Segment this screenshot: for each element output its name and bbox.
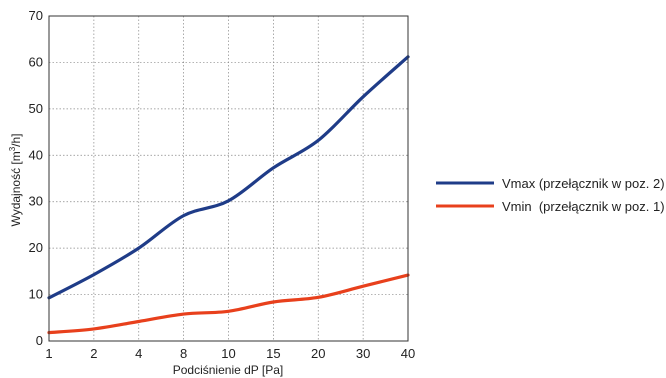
series-line-vmin: [47, 273, 410, 335]
x-tick-label: 8: [180, 346, 187, 361]
legend: Vmax (przełącznik w poz. 2) Vmin (przełą…: [436, 176, 665, 214]
legend-label-vmin: Vmin (przełącznik w poz. 1): [502, 199, 665, 214]
series-layer: [47, 55, 410, 335]
y-axis-title-main: Wydajność [m: [9, 151, 23, 226]
x-tick-label: 30: [356, 346, 370, 361]
y-tick-label: 40: [29, 147, 43, 162]
y-tick-label: 30: [29, 194, 43, 209]
x-tick-label: 2: [90, 346, 97, 361]
y-tick-label: 10: [29, 287, 43, 302]
plot-frame: [48, 15, 409, 342]
y-tick-label: 60: [29, 54, 43, 69]
y-tick-label: 20: [29, 240, 43, 255]
y-axis-title-superscript: 3: [8, 146, 17, 151]
x-tick-label: 20: [311, 346, 325, 361]
y-tick-label: 50: [29, 101, 43, 116]
y-tick-label: 0: [36, 333, 43, 348]
y-axis-title-unit: /h]: [9, 133, 23, 146]
grid: [49, 16, 408, 341]
y-tick-label: 70: [29, 8, 43, 23]
tick-labels: 0 10 20 30 40 50 60 70 1 2 4 8 10 15 20 30 40: [29, 8, 416, 361]
legend-label-vmax: Vmax (przełącznik w poz. 2): [502, 176, 665, 191]
y-axis-title: Wydajność [m3/h]: [8, 133, 23, 226]
x-tick-label: 40: [401, 346, 415, 361]
x-tick-label: 15: [266, 346, 280, 361]
series-line-vmax: [47, 55, 410, 300]
x-tick-label: 10: [221, 346, 235, 361]
x-axis-title: Podciśnienie dP [Pa]: [173, 363, 284, 377]
x-tick-label: 4: [135, 346, 142, 361]
x-tick-label: 1: [45, 346, 52, 361]
